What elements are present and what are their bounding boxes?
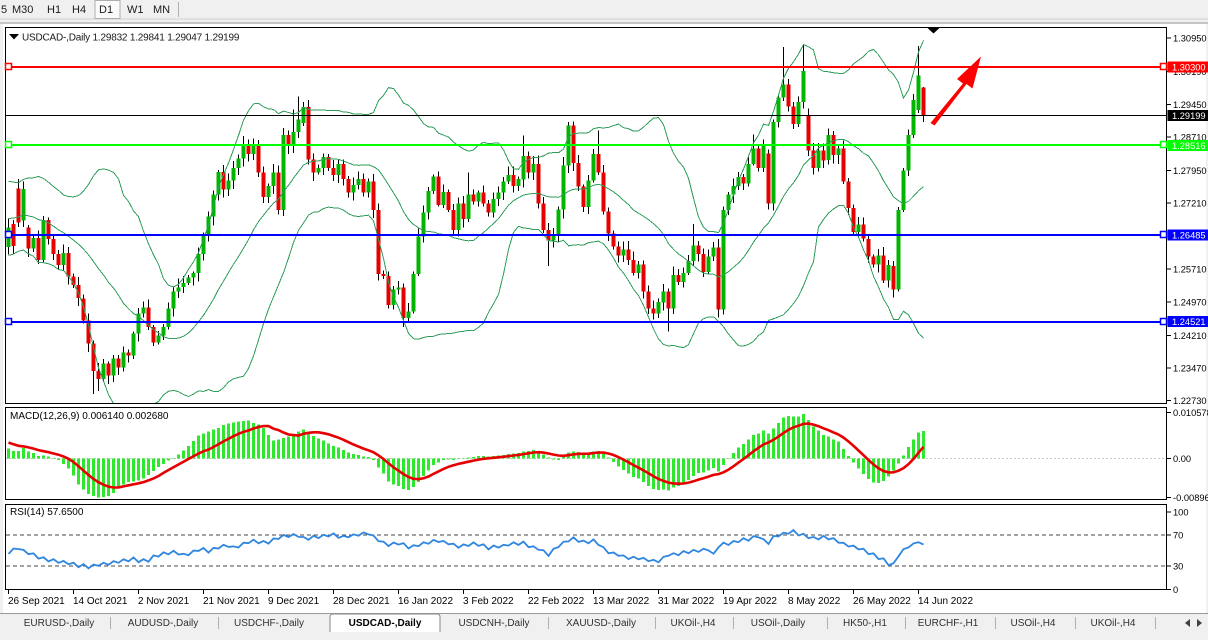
svg-text:W1: W1 bbox=[127, 4, 144, 16]
svg-text:XAUUSD-,Daily: XAUUSD-,Daily bbox=[566, 618, 636, 629]
svg-text:H4: H4 bbox=[72, 4, 86, 16]
svg-text:70: 70 bbox=[1173, 531, 1183, 541]
svg-text:1.25710: 1.25710 bbox=[1173, 265, 1207, 275]
svg-text:1.23470: 1.23470 bbox=[1173, 363, 1207, 373]
svg-text:USDCHF-,Daily: USDCHF-,Daily bbox=[234, 618, 304, 629]
svg-text:1.28710: 1.28710 bbox=[1173, 132, 1207, 142]
svg-text:0: 0 bbox=[1173, 585, 1178, 595]
svg-text:H1: H1 bbox=[47, 4, 61, 16]
svg-text:5: 5 bbox=[1, 4, 7, 16]
svg-text:USDCAD-,Daily: USDCAD-,Daily bbox=[349, 618, 422, 629]
svg-text:2 Nov 2021: 2 Nov 2021 bbox=[138, 596, 190, 607]
svg-text:21 Nov 2021: 21 Nov 2021 bbox=[203, 596, 260, 607]
svg-text:1.24970: 1.24970 bbox=[1173, 297, 1207, 307]
svg-text:USOil-,Daily: USOil-,Daily bbox=[751, 618, 805, 629]
svg-text:1.27950: 1.27950 bbox=[1173, 166, 1207, 176]
svg-text:1.24210: 1.24210 bbox=[1173, 331, 1207, 341]
svg-text:1.26485: 1.26485 bbox=[1172, 231, 1206, 241]
svg-text:1.30300: 1.30300 bbox=[1172, 62, 1206, 72]
svg-text:31 Mar 2022: 31 Mar 2022 bbox=[658, 596, 715, 607]
svg-text:9 Dec 2021: 9 Dec 2021 bbox=[268, 596, 320, 607]
svg-text:D1: D1 bbox=[99, 4, 113, 16]
svg-text:1.30950: 1.30950 bbox=[1173, 34, 1207, 44]
svg-text:26 Sep 2021: 26 Sep 2021 bbox=[8, 596, 65, 607]
svg-text:3 Feb 2022: 3 Feb 2022 bbox=[463, 596, 514, 607]
svg-text:HK50-,H1: HK50-,H1 bbox=[843, 618, 887, 629]
svg-text:0.010578: 0.010578 bbox=[1173, 408, 1208, 418]
svg-text:USDCNH-,Daily: USDCNH-,Daily bbox=[458, 618, 529, 629]
svg-text:19 Apr 2022: 19 Apr 2022 bbox=[723, 596, 777, 607]
svg-text:13 Mar 2022: 13 Mar 2022 bbox=[593, 596, 650, 607]
svg-text:14 Jun 2022: 14 Jun 2022 bbox=[918, 596, 973, 607]
svg-text:100: 100 bbox=[1173, 507, 1189, 517]
svg-text:MACD(12,26,9) 0.006140 0.00268: MACD(12,26,9) 0.006140 0.002680 bbox=[10, 411, 169, 422]
svg-text:22 Feb 2022: 22 Feb 2022 bbox=[528, 596, 585, 607]
svg-text:1.22730: 1.22730 bbox=[1173, 396, 1207, 406]
svg-text:USOil-,H4: USOil-,H4 bbox=[1010, 618, 1055, 629]
svg-text:AUDUSD-,Daily: AUDUSD-,Daily bbox=[128, 618, 199, 629]
svg-text:-0.00896: -0.00896 bbox=[1173, 493, 1208, 503]
svg-text:16 Jan 2022: 16 Jan 2022 bbox=[398, 596, 453, 607]
svg-text:1.29450: 1.29450 bbox=[1173, 100, 1207, 110]
svg-text:14 Oct 2021: 14 Oct 2021 bbox=[73, 596, 128, 607]
svg-text:30: 30 bbox=[1173, 562, 1183, 572]
svg-text:1.29199: 1.29199 bbox=[1172, 111, 1206, 121]
svg-text:8 May 2022: 8 May 2022 bbox=[788, 596, 841, 607]
svg-text:1.24521: 1.24521 bbox=[1172, 317, 1206, 327]
svg-text:1.27210: 1.27210 bbox=[1173, 199, 1207, 209]
svg-text:26 May 2022: 26 May 2022 bbox=[853, 596, 911, 607]
svg-text:UKOil-,H4: UKOil-,H4 bbox=[670, 618, 715, 629]
svg-text:1.28516: 1.28516 bbox=[1172, 141, 1206, 151]
svg-text:EURUSD-,Daily: EURUSD-,Daily bbox=[24, 618, 95, 629]
svg-text:MN: MN bbox=[153, 4, 170, 16]
svg-text:0.00: 0.00 bbox=[1173, 454, 1191, 464]
svg-text:28 Dec 2021: 28 Dec 2021 bbox=[333, 596, 390, 607]
svg-text:USDCAD-,Daily 1.29832 1.29841: USDCAD-,Daily 1.29832 1.29841 1.29047 1.… bbox=[22, 33, 240, 44]
svg-text:RSI(14) 57.6500: RSI(14) 57.6500 bbox=[10, 507, 84, 518]
svg-text:EURCHF-,H1: EURCHF-,H1 bbox=[918, 618, 979, 629]
svg-text:UKOil-,H4: UKOil-,H4 bbox=[1090, 618, 1135, 629]
svg-text:M30: M30 bbox=[12, 4, 33, 16]
